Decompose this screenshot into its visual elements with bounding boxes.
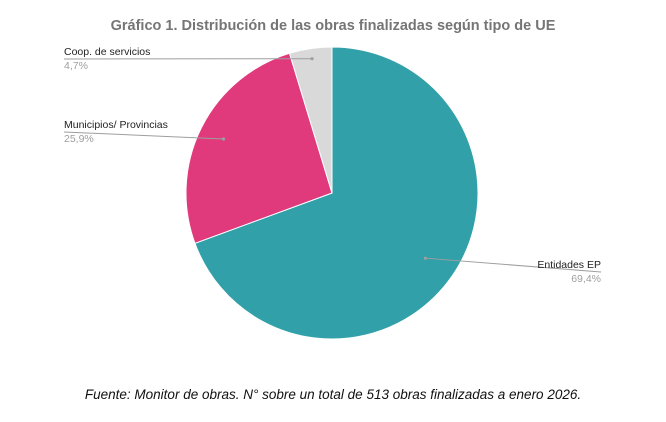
- pie-slices: [185, 46, 479, 340]
- pie-slice-entidades-ep: [194, 46, 479, 340]
- callout-dot-municipios-provincias: [221, 137, 226, 141]
- slice-value-municipios-provincias: 25,9%: [64, 133, 94, 145]
- pie-callouts: Entidades EP 69,4% Municipios/ Provincias 2…: [63, 46, 602, 285]
- pie-slice-municipios-provincias: [185, 52, 333, 244]
- slice-label-coop-de-servicios: Coop. de servicios: [64, 46, 150, 58]
- chart-title: Gráfico 1. Distribución de las obras fin…: [110, 18, 556, 34]
- slice-value-entidades-ep: 69,4%: [571, 273, 601, 285]
- slice-value-coop-de-servicios: 4,7%: [64, 60, 88, 72]
- slice-label-municipios-provincias: Municipios/ Provincias: [64, 119, 168, 131]
- callout-dot-entidades-ep: [423, 256, 427, 260]
- source-caption: Fuente: Monitor de obras. N° sobre un to…: [84, 387, 582, 402]
- pie-slice-coop-de-servicios: [288, 46, 333, 194]
- callout-line-entidades-ep: [425, 257, 602, 273]
- slice-label-entidades-ep: Entidades EP: [537, 259, 601, 271]
- callout-dot-coop-de-servicios: [310, 57, 314, 61]
- callout-line-municipios-provincias: [63, 131, 224, 140]
